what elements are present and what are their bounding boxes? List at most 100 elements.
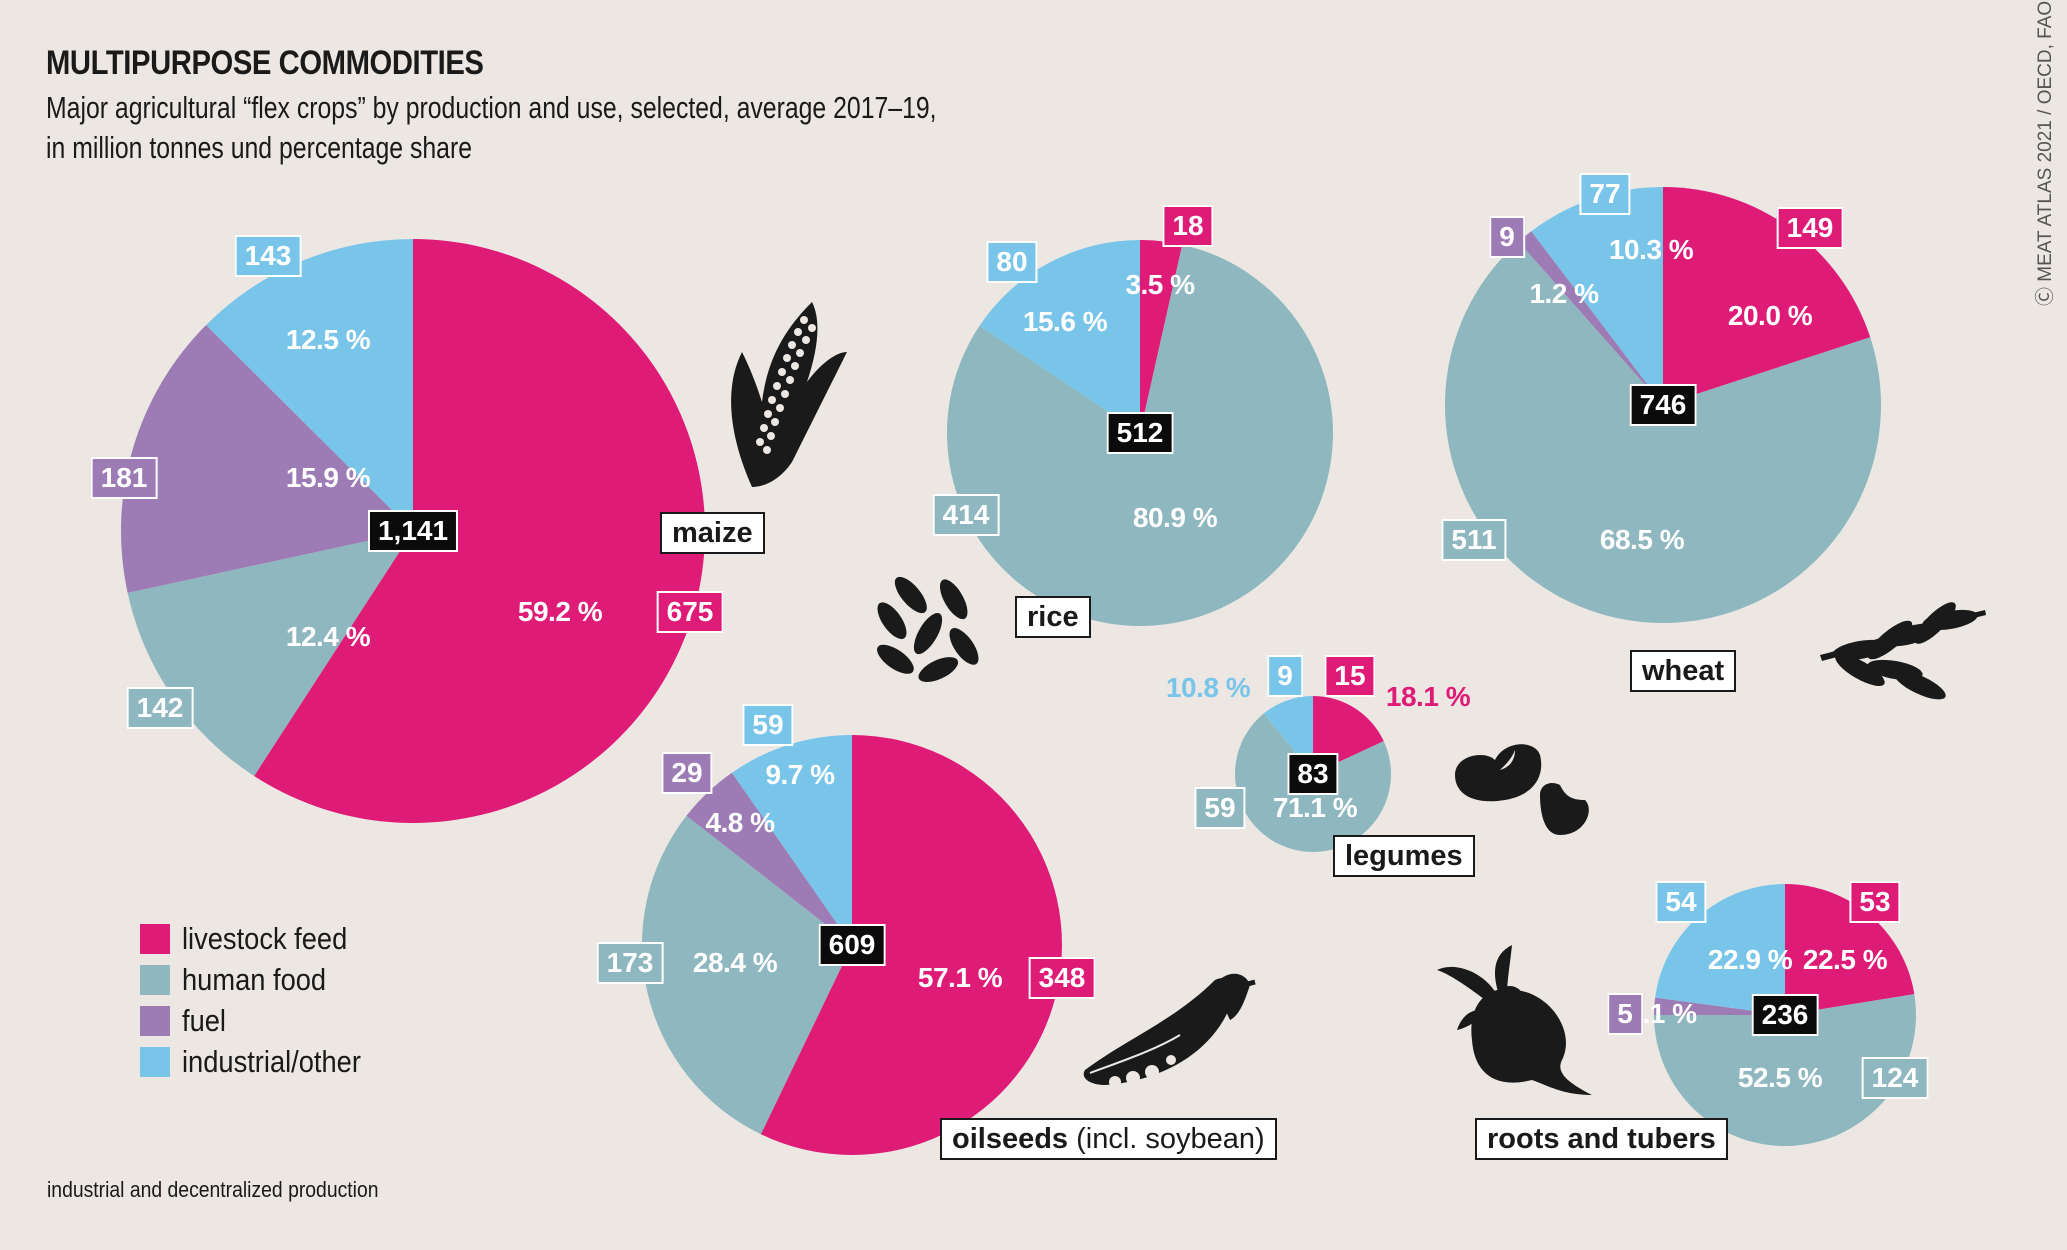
total-label: 512 [1106,412,1174,454]
wheat-icon [1820,602,1986,700]
crop-name-label: rice [1015,596,1091,638]
maize-icon [731,302,847,487]
legend-swatch [140,1005,170,1036]
crop-name: wheat [1642,655,1725,687]
value-label: 9 [1267,655,1303,697]
value-label: 414 [932,494,1000,536]
total-label: 236 [1751,994,1819,1036]
crop-name: rice [1027,601,1079,633]
crop-name-label: oilseeds (incl. soybean) [940,1118,1277,1160]
legend-swatch [140,1046,170,1077]
legend-item-livestock-feed: livestock feed [140,918,385,959]
pie-slice-industrial-other [206,239,413,531]
pie-maize [121,239,705,823]
pie-slice-livestock-feed [1785,884,1915,1015]
value-label: 59 [1194,787,1246,829]
percent-label: 20.0 % [1727,300,1813,331]
crop-name: legumes [1345,840,1463,872]
percent-label: 68.5 % [1599,524,1685,555]
pie-slice-fuel [1518,231,1663,405]
value-label: 124 [1861,1057,1929,1099]
footnote: industrial and decentralized production [47,1177,379,1202]
percent-label: 71.1 % [1272,792,1358,823]
pie-oilseeds [642,735,1062,1156]
chart-subtitle: Major agricultural “flex crops” by produ… [46,88,1086,168]
subtitle-line-1: Major agricultural “flex crops” by produ… [46,90,937,125]
pie-roots-and-tubers [1654,884,1917,1147]
value-label: 53 [1849,881,1901,923]
percent-label: 4.8 % [705,807,775,838]
pie-slice-fuel [121,324,414,593]
pie-slice-industrial-other [979,240,1140,433]
value-label: 54 [1655,881,1707,923]
crop-name-suffix: (incl. soybean) [1068,1123,1265,1155]
percent-label: 15.9 % [285,462,371,493]
pie-slice-human-food [1445,241,1881,623]
value-label: 348 [1028,957,1096,999]
pie-slice-industrial-other [1655,884,1785,1015]
pea-pod-icon [1083,973,1256,1088]
value-label: 77 [1579,173,1631,215]
percent-label: 59.2 % [517,596,603,627]
rice-grains-icon [875,575,981,684]
crop-name-label: wheat [1630,650,1737,692]
crop-name: maize [672,517,753,549]
percent-label: 3.5 % [1125,269,1195,300]
value-label: 80 [986,241,1038,283]
pie-slice-industrial-other [731,735,852,945]
crop-name-label: roots and tubers [1475,1118,1728,1160]
value-label: 29 [661,752,713,794]
legend-item-human-food: human food [140,959,385,1000]
percent-label: 12.5 % [285,324,371,355]
value-label: 142 [126,687,194,729]
legend: livestock feed human food fuel industria… [140,918,385,1082]
value-label: 5 [1607,993,1643,1035]
percent-label: 10.3 % [1608,234,1694,265]
legend-item-fuel: fuel [140,1000,385,1041]
value-label: 511 [1441,519,1507,561]
pie-slice-human-food [1654,994,1917,1147]
percent-label: 22.9 % [1707,944,1793,975]
chart-title: MULTIPURPOSE COMMODITIES [46,44,484,82]
pie-slice-industrial-other [1531,187,1663,405]
pie-slice-livestock-feed [1140,240,1183,433]
pie-slice-human-food [642,815,852,1135]
beet-icon [1437,945,1592,1095]
crop-name-label: maize [660,512,765,554]
pie-slice-livestock-feed [760,735,1062,1156]
value-label: 149 [1776,207,1844,249]
percent-label: 18.1 % [1385,681,1471,712]
legend-item-industrial-other: industrial/other [140,1041,385,1082]
crop-name: oilseeds [952,1123,1069,1155]
legend-label: livestock feed [182,920,348,956]
legend-swatch [140,964,170,995]
legend-label: industrial/other [182,1043,361,1079]
percent-label: 28.4 % [692,947,778,978]
legend-swatch [140,923,170,954]
crop-name: roots and tubers [1487,1123,1716,1155]
pie-slice-fuel [686,772,852,945]
pie-slice-livestock-feed [254,239,705,823]
value-label: 15 [1324,655,1376,697]
total-label: 83 [1287,753,1339,795]
pie-slice-livestock-feed [1663,187,1871,405]
pie-slice-human-food [127,531,414,776]
percent-label: 1.2 % [1529,278,1599,309]
total-label: 746 [1629,384,1697,426]
percent-label: 12.4 % [285,621,371,652]
percent-label: 15.6 % [1022,306,1108,337]
pie-wheat [1445,187,1881,623]
legend-label: fuel [182,1002,226,1038]
legend-label: human food [182,961,327,997]
value-label: 181 [90,457,158,499]
percent-label: 10.8 % [1165,672,1251,703]
percent-label: 22.5 % [1802,944,1888,975]
value-label: 675 [656,591,724,633]
total-label: 609 [818,924,886,966]
total-label: 1,141 [367,510,459,552]
value-label: 9 [1489,216,1525,258]
percent-label: 52.5 % [1737,1062,1823,1093]
percent-label: 9.7 % [765,759,835,790]
value-label: 143 [234,235,302,277]
